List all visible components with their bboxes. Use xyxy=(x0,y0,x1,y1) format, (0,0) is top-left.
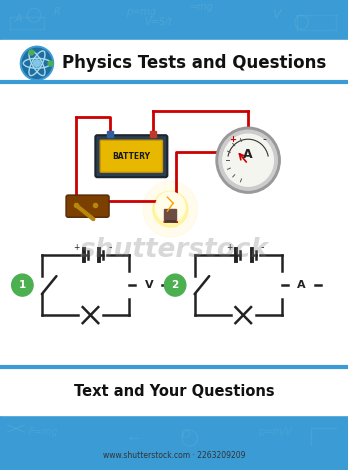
FancyBboxPatch shape xyxy=(95,135,167,177)
Text: Physics Tests and Questions: Physics Tests and Questions xyxy=(62,54,327,72)
Circle shape xyxy=(20,46,53,80)
Circle shape xyxy=(34,60,40,67)
Text: $\leftarrow$: $\leftarrow$ xyxy=(126,432,141,445)
Text: -: - xyxy=(108,242,112,252)
Circle shape xyxy=(288,271,315,299)
Text: V: V xyxy=(145,280,153,290)
Text: -: - xyxy=(263,134,267,144)
Text: +: + xyxy=(226,243,233,252)
Bar xyxy=(0,415,348,470)
Text: p=mg: p=mg xyxy=(126,8,156,17)
Circle shape xyxy=(219,130,277,190)
Text: A: A xyxy=(243,148,253,161)
Bar xyxy=(150,131,156,137)
Circle shape xyxy=(12,274,33,296)
Text: shutterstock: shutterstock xyxy=(80,237,268,263)
Bar xyxy=(0,40,348,82)
Text: A: A xyxy=(297,280,306,290)
Text: www.shutterstock.com · 2263209209: www.shutterstock.com · 2263209209 xyxy=(103,451,246,460)
Circle shape xyxy=(23,48,52,78)
Circle shape xyxy=(156,192,185,222)
Text: 2: 2 xyxy=(171,280,179,290)
Bar xyxy=(0,0,348,80)
Text: BATTERY: BATTERY xyxy=(112,152,150,161)
Circle shape xyxy=(143,181,198,237)
FancyBboxPatch shape xyxy=(100,140,163,172)
Text: +: + xyxy=(229,135,236,144)
Text: 1: 1 xyxy=(19,280,26,290)
Circle shape xyxy=(231,302,256,328)
Text: -: - xyxy=(261,242,265,252)
Circle shape xyxy=(78,302,103,328)
Text: R: R xyxy=(53,8,60,17)
Circle shape xyxy=(164,274,186,296)
Circle shape xyxy=(216,127,280,193)
Bar xyxy=(8,84,340,362)
Text: p=m/V: p=m/V xyxy=(258,427,291,437)
Text: Text and Your Questions: Text and Your Questions xyxy=(74,384,275,399)
Text: +: + xyxy=(74,243,80,252)
FancyBboxPatch shape xyxy=(66,195,109,217)
Bar xyxy=(164,209,176,221)
Circle shape xyxy=(153,191,188,227)
Bar xyxy=(107,131,113,137)
Text: V=S/t: V=S/t xyxy=(144,17,172,27)
Bar xyxy=(0,367,348,415)
Text: =mg: =mg xyxy=(190,2,214,12)
Circle shape xyxy=(135,271,163,299)
Text: O: O xyxy=(180,428,190,441)
Text: V: V xyxy=(272,8,281,21)
Text: A: A xyxy=(15,14,22,24)
Circle shape xyxy=(223,134,274,186)
Text: F=mg: F=mg xyxy=(29,427,59,437)
